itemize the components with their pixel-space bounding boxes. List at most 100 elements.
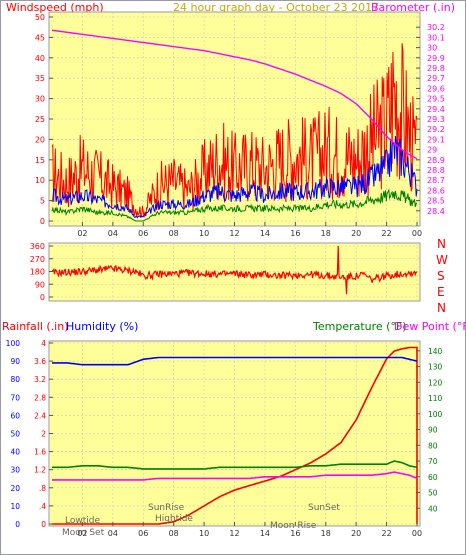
wind-y-tick-label: 30 [35,95,45,104]
event-sunset: SunSet [308,503,340,513]
wind-y-tick-label: 50 [35,13,45,22]
temperature-y-tick-label: 90 [428,426,438,435]
barometer-y-tick-label: 29.2 [427,125,445,134]
humidity-y-tick-label: 20 [10,484,20,493]
series-temperature [52,460,418,470]
humidity-y-tick-label: 80 [10,375,20,384]
temperature-y-tick-label: 100 [428,410,443,419]
wind-y-tick-label: 10 [35,176,45,185]
compass-s: S [437,269,445,283]
rain-y-tick-label: 3.6 [34,357,46,366]
barometer-y-tick-label: 29.1 [427,135,445,144]
temperature-y-tick-label: 70 [428,457,438,466]
barometer-y-tick-label: 28.5 [427,197,445,206]
rain-y-tick-label: .4 [39,502,46,511]
event-sunrise: SunRise [148,503,185,513]
humidity-y-ticks: 0 10 20 30 40 50 60 70 80 90 100 [6,339,21,529]
temperature-y-tick-label: 140 [428,347,443,356]
rain-x-tick-label: 20 [351,529,361,538]
rain-x-tick-label: 04 [108,529,118,538]
temperature-y-ticks: 40 50 60 70 80 90 100 110 120 130 140 [416,347,443,513]
barometer-axis-title: Barometer (.in) [371,1,455,14]
humidity-y-tick-label: 70 [10,393,20,402]
compass-w: W [436,253,448,267]
wind-y-tick-label: 20 [35,135,45,144]
rain-y-tick-label: 1.2 [34,466,46,475]
rain-y-tick-label: 4 [41,339,46,348]
rain-x-tick-label: 18 [321,529,331,538]
temperature-y-tick-label: 110 [428,394,443,403]
series-barometer [51,29,418,160]
barometer-y-tick-label: 28.8 [427,166,445,175]
rainfall-axis-title: Rainfall (.in) [2,320,69,333]
wind-y-tick-label: 15 [35,156,45,165]
direction-y-tick-label: 270 [30,255,45,264]
barometer-y-tick-label: 29.5 [427,95,445,104]
rain-gridlines [49,341,420,526]
series-dew-point [52,471,418,481]
barometer-y-tick-label: 30 [427,44,437,53]
rain-x-tick-label: 22 [381,529,391,538]
direction-series [51,245,418,295]
chart-title: 24 hour graph day - October 23 2017 [173,1,379,14]
wind-x-tick-label: 18 [321,229,331,238]
event-moonrise: Moon Rise [270,521,317,531]
wind-x-tick-label: 08 [169,229,179,238]
rain-x-tick-label: 06 [138,529,148,538]
temperature-y-tick-label: 50 [428,489,438,498]
wind-y-tick-label: 25 [35,115,45,124]
wind-y-tick-label: 35 [35,74,45,83]
rain-y-tick-label: 2.8 [34,393,46,402]
direction-y-tick-label: 360 [30,242,45,251]
barometer-y-tick-label: 29.7 [427,74,445,83]
rain-x-tick-label: 10 [199,529,209,538]
rain-y-tick-label: .8 [39,484,46,493]
wind-x-tick-label: 02 [77,229,87,238]
dewpoint-axis-title: Dew Point (°F) [394,320,466,333]
wind-x-tick-label: 12 [229,229,239,238]
series-gust [51,43,418,218]
series-direction [51,245,418,295]
humidity-y-tick-label: 10 [10,502,20,511]
humidity-y-tick-label: 40 [10,448,20,457]
wind-series [51,29,418,222]
barometer-y-tick-label: 28.6 [427,186,445,195]
compass-labels: N W S E N [436,237,448,315]
barometer-y-tick-label: 29 [427,146,437,155]
rain-y-tick-label: 0 [41,520,46,529]
rain-x-tick-label: 12 [229,529,239,538]
humidity-y-tick-label: 0 [15,520,20,529]
direction-gridlines [49,243,420,301]
humidity-y-tick-label: 100 [6,339,21,348]
event-hightide: Hightide [155,514,193,524]
event-moonset: Moon Set [62,528,105,538]
temperature-y-tick-label: 130 [428,363,443,372]
humidity-y-tick-label: 60 [10,411,20,420]
wind-y-tick-label: 45 [35,33,45,42]
wind-y-tick-label: 0 [40,217,45,226]
rain-x-tick-label: 08 [169,529,179,538]
direction-y-tick-label: 180 [30,268,45,277]
wind-x-tick-label: 06 [138,229,148,238]
humidity-y-tick-label: 90 [10,357,20,366]
series-humidity [52,356,418,366]
humidity-axis-title: Humidity (%) [66,320,138,333]
temperature-y-tick-label: 80 [428,441,438,450]
direction-y-tick-label: 90 [35,280,45,289]
temperature-y-tick-label: 120 [428,378,443,387]
wind-x-tick-label: 22 [381,229,391,238]
wind-x-tick-label: 10 [199,229,209,238]
barometer-y-tick-label: 28.7 [427,176,445,185]
barometer-y-tick-label: 28.9 [427,156,445,165]
wind-x-tick-label: 00 [412,229,422,238]
rain-x-tick-label: 14 [260,529,270,538]
rain-y-tick-label: 1.6 [34,448,46,457]
rain-x-tick-label: 00 [412,529,422,538]
wind-x-ticks: 02 04 06 08 10 12 14 16 18 20 22 00 [77,222,422,238]
series-average [51,188,418,222]
wind-x-tick-label: 20 [351,229,361,238]
rain-y-tick-label: 2 [41,430,46,439]
temperature-y-tick-label: 40 [428,504,438,513]
